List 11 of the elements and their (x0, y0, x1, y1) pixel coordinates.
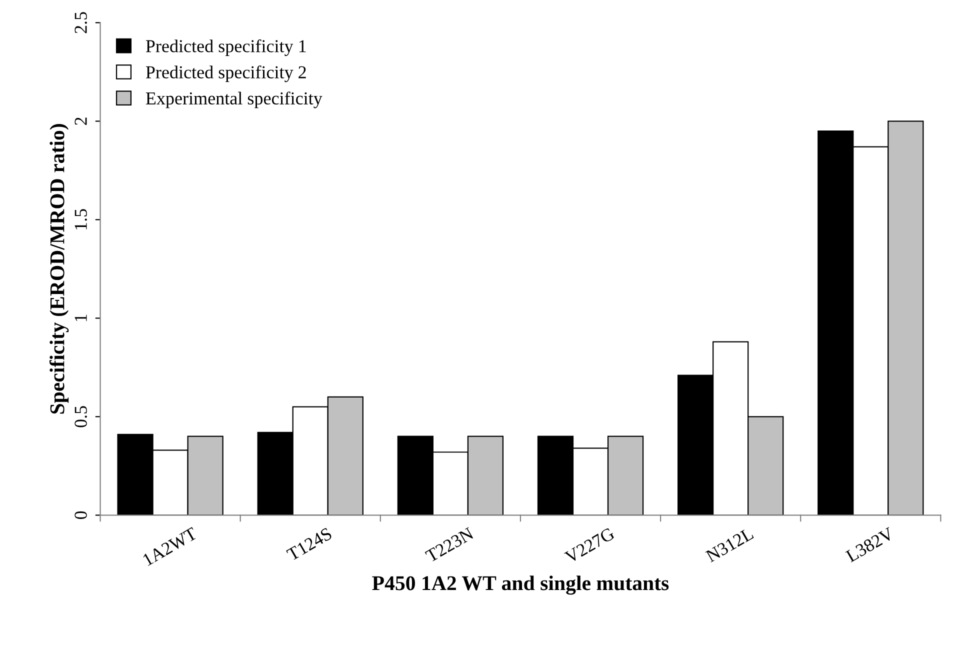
y-tick-label: 0 (74, 511, 87, 519)
y-tick-label: 1 (74, 314, 87, 322)
y-tick-label: 2 (74, 118, 87, 125)
y-tick-label: 2.5 (74, 12, 87, 34)
legend-label: Experimental specificity (146, 92, 322, 108)
y-tick-label: 0.5 (74, 406, 87, 428)
x-axis-title: P450 1A2 WT and single mutants (372, 576, 669, 595)
legend-label: Predicted specificity 1 (146, 39, 306, 56)
legend-label: Predicted specificity 2 (146, 66, 306, 82)
y-tick-label: 1.5 (74, 209, 87, 230)
y-axis-title: Specificity (EROD/MROD ratio) (49, 124, 69, 414)
